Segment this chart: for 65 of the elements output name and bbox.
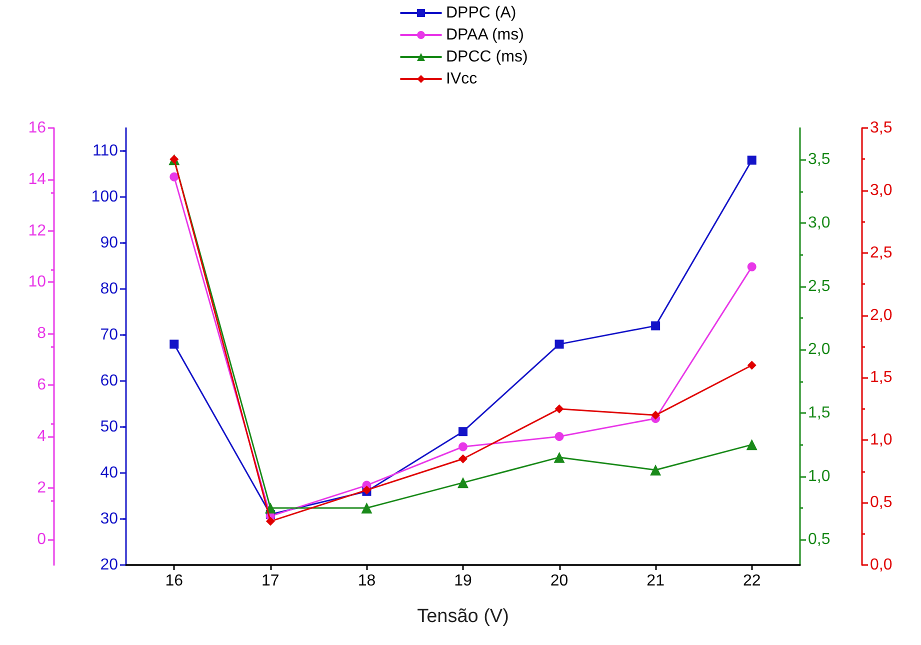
y2-tick-label: 10 <box>28 274 46 291</box>
y2-tick-label: 12 <box>28 222 46 240</box>
y-tick-label: 2,0 <box>870 306 892 324</box>
point <box>650 464 662 476</box>
y-tick-label: 110 <box>92 142 118 160</box>
y-tick-label: 0,0 <box>870 556 892 574</box>
point <box>458 442 468 452</box>
y3-tick-label: 1,5 <box>808 404 830 422</box>
point <box>458 477 468 488</box>
legend-label: IVcc <box>446 70 478 88</box>
point <box>747 360 756 370</box>
point <box>170 340 179 349</box>
legend-label: DPPC (A) <box>446 4 516 22</box>
y-tick-label: 3,0 <box>870 182 892 199</box>
x-tick-label: 22 <box>742 572 761 590</box>
point <box>554 432 564 441</box>
legend-label: DPAA (ms) <box>446 26 524 44</box>
y-tick-label: 100 <box>91 188 118 206</box>
x-tick-label: 18 <box>358 572 376 590</box>
point <box>747 262 756 272</box>
x-tick-label: 17 <box>262 572 280 590</box>
x-tick-label: 16 <box>165 572 184 590</box>
y-tick-label: 2,5 <box>870 244 892 262</box>
point <box>651 410 660 420</box>
y2-tick-label: 0 <box>37 530 46 548</box>
y3-tick-label: 2,0 <box>808 341 830 358</box>
point <box>554 340 564 349</box>
y3-tick-label: 1,0 <box>808 468 830 485</box>
point <box>554 404 564 414</box>
point <box>170 172 179 182</box>
y-tick-label: 30 <box>100 510 118 528</box>
y2-tick-label: 16 <box>28 120 46 136</box>
y2-tick-label: 8 <box>37 325 46 342</box>
point <box>458 427 468 436</box>
point <box>361 502 372 514</box>
x-tick-label: 20 <box>550 572 568 590</box>
y2-tick-label: 2 <box>37 479 46 496</box>
y-tick-label: 40 <box>100 464 118 482</box>
y-tick-label: 1,0 <box>870 432 892 449</box>
y3-tick-label: 2,5 <box>808 278 830 295</box>
x-tick-label: 19 <box>454 572 472 590</box>
point <box>458 454 468 464</box>
y2-tick-label: 6 <box>37 376 46 394</box>
point <box>554 452 565 463</box>
y-tick-label: 0,5 <box>870 494 892 512</box>
y-tick-label: 70 <box>100 326 118 344</box>
y-tick-label: 1,5 <box>870 369 892 386</box>
y3-tick-label: 0,5 <box>808 531 830 548</box>
y3-tick-label: 3,5 <box>808 151 830 168</box>
y-tick-label: 20 <box>100 556 118 574</box>
y-tick-label: 90 <box>100 234 118 252</box>
y-tick-label: 80 <box>100 280 118 298</box>
y-tick-label: 50 <box>100 418 118 436</box>
point <box>747 156 756 165</box>
y3-tick-label: 3,0 <box>808 214 830 232</box>
point <box>746 439 758 450</box>
y-tick-label: 3,5 <box>870 120 892 136</box>
y-tick-label: 60 <box>100 372 118 390</box>
y2-tick-label: 14 <box>28 170 46 188</box>
x-axis-title: Tensão (V) <box>417 606 509 627</box>
legend-label: DPCC (ms) <box>446 48 528 66</box>
x-tick-label: 21 <box>646 572 665 590</box>
y2-tick-label: 4 <box>37 428 46 445</box>
point <box>651 321 660 330</box>
point <box>266 516 275 526</box>
